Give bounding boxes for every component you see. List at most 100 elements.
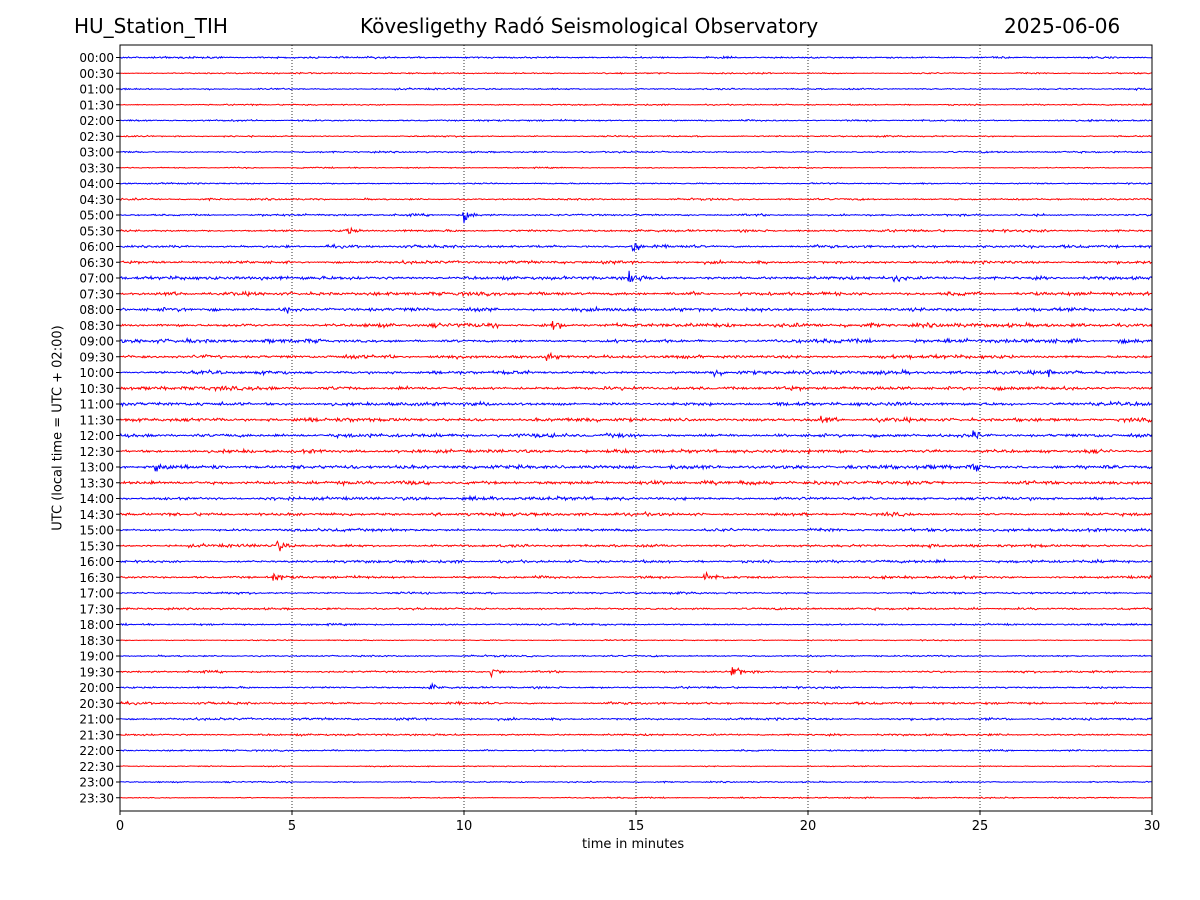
y-tick-label: 07:30 bbox=[79, 287, 114, 301]
y-tick-label: 12:00 bbox=[79, 429, 114, 443]
trace-0400 bbox=[119, 181, 1153, 186]
y-tick-label: 15:00 bbox=[79, 524, 114, 538]
x-tick-label: 20 bbox=[800, 819, 817, 834]
x-tick-label: 30 bbox=[1144, 819, 1161, 834]
trace-0630 bbox=[119, 258, 1153, 266]
trace-0130 bbox=[119, 102, 1153, 107]
trace-1430 bbox=[119, 510, 1153, 518]
trace-1500 bbox=[119, 527, 1153, 533]
trace-0430 bbox=[119, 197, 1153, 202]
trace-0730 bbox=[119, 290, 1153, 298]
y-tick-label: 16:30 bbox=[79, 571, 114, 585]
y-tick-label: 14:00 bbox=[79, 492, 114, 506]
x-axis-label: time in minutes bbox=[582, 837, 685, 852]
trace-0300 bbox=[119, 150, 1153, 154]
trace-2230 bbox=[119, 764, 1153, 768]
trace-1000 bbox=[119, 368, 1153, 378]
trace-1900 bbox=[119, 654, 1152, 658]
x-tick-label: 15 bbox=[628, 819, 645, 834]
trace-1100 bbox=[119, 400, 1153, 408]
y-tick-label: 09:00 bbox=[79, 335, 114, 349]
trace-1730 bbox=[119, 606, 1153, 612]
x-tick-label: 10 bbox=[456, 819, 473, 834]
trace-0030 bbox=[119, 71, 1153, 75]
trace-2330 bbox=[119, 796, 1153, 800]
trace-1130 bbox=[119, 415, 1153, 424]
trace-1400 bbox=[120, 494, 1152, 502]
y-tick-label: 01:30 bbox=[79, 98, 114, 112]
y-tick-label: 18:30 bbox=[79, 634, 114, 648]
y-tick-label: 07:00 bbox=[79, 272, 114, 286]
trace-2300 bbox=[119, 780, 1153, 784]
trace-1030 bbox=[119, 384, 1153, 393]
y-tick-label: 20:00 bbox=[79, 681, 114, 695]
y-tick-label: 09:30 bbox=[79, 350, 114, 364]
trace-2130 bbox=[119, 732, 1153, 737]
y-tick-label: 04:30 bbox=[79, 193, 114, 207]
y-axis-label: UTC (local time = UTC + 02:00) bbox=[50, 325, 66, 531]
y-tick-label: 17:30 bbox=[79, 602, 114, 616]
trace-0330 bbox=[119, 166, 1152, 170]
y-tick-label: 13:00 bbox=[79, 461, 114, 475]
trace-0100 bbox=[119, 87, 1153, 92]
record-date: 2025-06-06 bbox=[1004, 14, 1121, 38]
trace-0230 bbox=[119, 134, 1153, 139]
trace-1230 bbox=[119, 447, 1153, 456]
y-tick-label: 06:00 bbox=[79, 240, 114, 254]
y-tick-label: 20:30 bbox=[79, 697, 114, 711]
trace-0200 bbox=[119, 118, 1153, 123]
x-tick-label: 0 bbox=[116, 819, 124, 834]
trace-1930 bbox=[119, 667, 1153, 679]
trace-0500 bbox=[119, 212, 1153, 224]
y-tick-label: 00:00 bbox=[79, 51, 114, 65]
trace-1200 bbox=[119, 430, 1153, 440]
y-tick-label: 04:00 bbox=[79, 177, 114, 191]
trace-0530 bbox=[119, 226, 1153, 235]
trace-1800 bbox=[119, 622, 1153, 627]
trace-1330 bbox=[119, 479, 1153, 487]
plot-area bbox=[120, 45, 1152, 811]
trace-0700 bbox=[119, 270, 1153, 283]
y-tick-label: 16:00 bbox=[79, 555, 114, 569]
trace-2030 bbox=[119, 700, 1153, 706]
x-tick-label: 25 bbox=[972, 819, 989, 834]
y-tick-label: 19:30 bbox=[79, 665, 114, 679]
trace-1600 bbox=[119, 558, 1153, 565]
x-tick-label: 5 bbox=[288, 819, 296, 834]
y-tick-label: 08:30 bbox=[79, 319, 114, 333]
trace-0830 bbox=[119, 321, 1153, 330]
trace-0600 bbox=[119, 243, 1152, 253]
trace-1530 bbox=[119, 540, 1153, 552]
y-tick-label: 14:30 bbox=[79, 508, 114, 522]
y-tick-label: 11:30 bbox=[79, 413, 114, 427]
trace-1300 bbox=[119, 462, 1153, 472]
trace-0000 bbox=[119, 55, 1153, 60]
observatory-title: Kövesligethy Radó Seismological Observat… bbox=[360, 14, 819, 38]
trace-0800 bbox=[119, 305, 1153, 314]
y-tick-label: 02:00 bbox=[79, 114, 114, 128]
y-tick-label: 12:30 bbox=[79, 445, 114, 459]
station-name: HU_Station_TIH bbox=[74, 14, 228, 38]
trace-2200 bbox=[119, 748, 1153, 753]
trace-1830 bbox=[119, 638, 1153, 642]
y-tick-label: 13:30 bbox=[79, 476, 114, 490]
y-tick-label: 22:30 bbox=[79, 760, 114, 774]
y-tick-label: 01:00 bbox=[79, 83, 114, 97]
y-tick-label: 22:00 bbox=[79, 744, 114, 758]
y-tick-label: 10:00 bbox=[79, 366, 114, 380]
y-tick-label: 23:00 bbox=[79, 776, 114, 790]
y-tick-label: 19:00 bbox=[79, 650, 114, 664]
y-tick-label: 06:30 bbox=[79, 256, 114, 270]
y-tick-label: 17:00 bbox=[79, 587, 114, 601]
trace-0900 bbox=[119, 337, 1153, 345]
y-tick-label: 00:30 bbox=[79, 67, 114, 81]
y-tick-label: 02:30 bbox=[79, 130, 114, 144]
y-tick-label: 15:30 bbox=[79, 539, 114, 553]
y-tick-label: 05:30 bbox=[79, 224, 114, 238]
trace-2000 bbox=[119, 682, 1153, 690]
trace-0930 bbox=[119, 351, 1153, 361]
y-tick-label: 18:00 bbox=[79, 618, 114, 632]
trace-1700 bbox=[119, 590, 1153, 596]
y-tick-label: 21:30 bbox=[79, 728, 114, 742]
